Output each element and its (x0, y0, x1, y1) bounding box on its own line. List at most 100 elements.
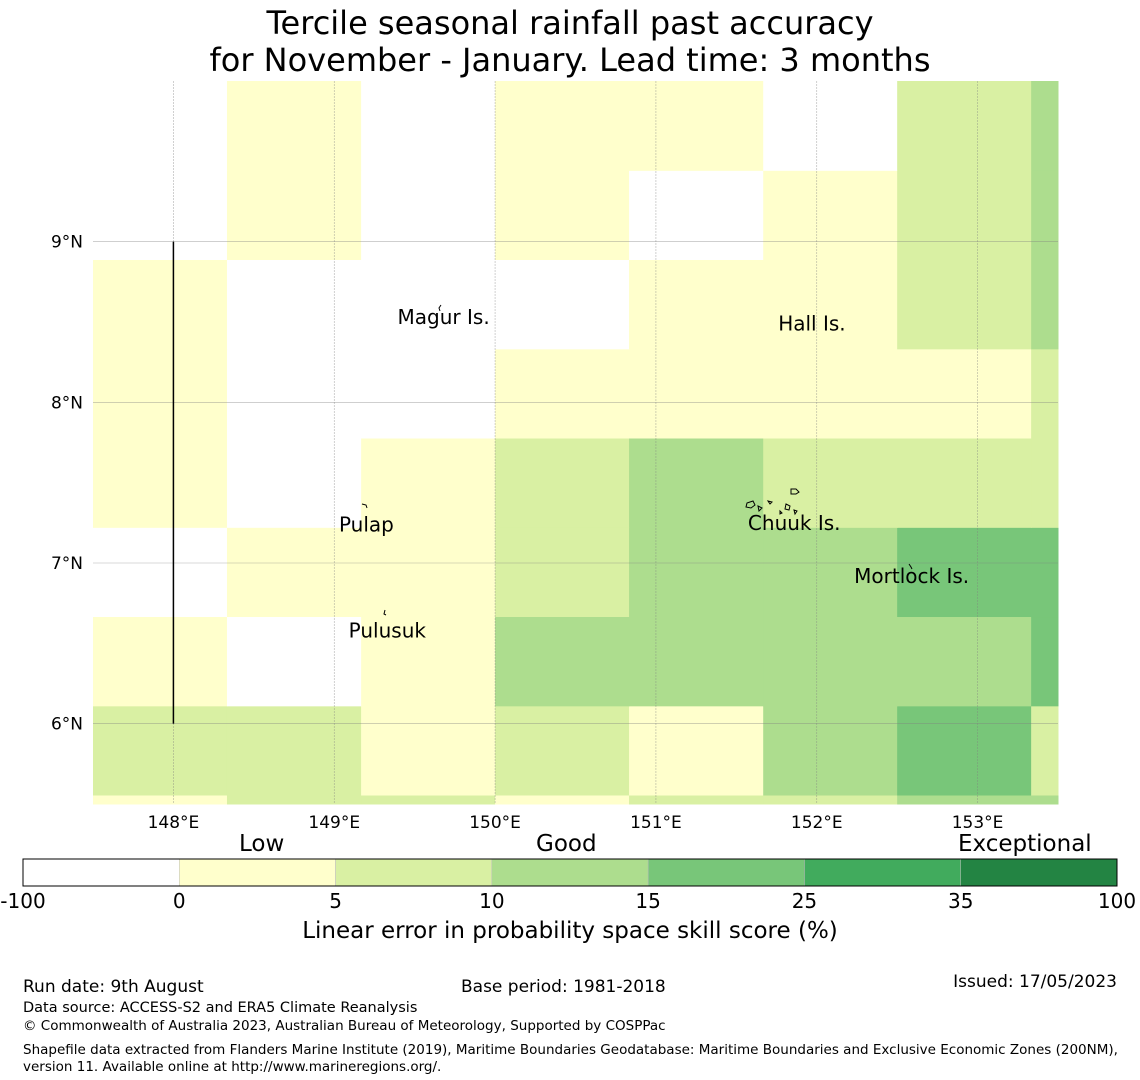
skill-cell (226, 259, 362, 350)
colorbar-tick-label: 10 (479, 889, 504, 913)
colorbar-tick-label: 5 (329, 889, 342, 913)
place-labels: Magur Is. Hall Is. Pulap Chuuk Is. Mortl… (339, 305, 969, 642)
skill-cell (629, 438, 764, 528)
skill-cell (897, 170, 1032, 261)
skill-cell (897, 616, 1032, 707)
colorbar-segments (22, 858, 1118, 887)
skill-cell (629, 795, 764, 805)
skill-cell (897, 527, 1032, 618)
skill-cell (361, 705, 496, 796)
skill-cell (361, 170, 496, 261)
skill-cell (495, 259, 630, 350)
longitude-tick-label: 152°E (791, 813, 843, 833)
skill-cell (1031, 170, 1059, 261)
skill-cell (226, 438, 362, 528)
shapefile-credit: Shapefile data extracted from Flanders M… (23, 1042, 1118, 1075)
skill-cell (361, 348, 496, 439)
skill-cell (226, 170, 362, 261)
skill-cell (763, 438, 898, 528)
copyright: © Commonwealth of Australia 2023, Austra… (23, 1018, 666, 1034)
skill-cell (897, 259, 1032, 350)
skill-cell (226, 527, 362, 618)
skill-cell (226, 705, 362, 796)
colorbar-category-good: Good (536, 831, 597, 857)
colorbar-segment (491, 858, 649, 887)
skill-cell (361, 795, 496, 805)
latitude-tick-label: 9°N (51, 233, 83, 253)
skill-cell (495, 795, 630, 805)
skill-cell (629, 81, 764, 171)
skill-cell (495, 170, 630, 261)
colorbar-category-exceptional: Exceptional (958, 831, 1092, 857)
longitude-tick-label: 151°E (630, 813, 682, 833)
skill-cell (361, 616, 496, 707)
skill-cell (361, 527, 496, 618)
skill-cell (93, 616, 228, 707)
longitude-labels: 148°E 149°E 150°E 151°E 152°E 153°E (148, 813, 1004, 833)
skill-cell (1031, 795, 1059, 805)
skill-cell (93, 348, 228, 439)
skill-cell (897, 795, 1032, 805)
skill-cell (897, 705, 1032, 796)
place-label: Pulap (339, 512, 394, 536)
skill-cell (226, 616, 362, 707)
skill-cell (897, 348, 1032, 439)
colorbar-tick-label: 35 (948, 889, 973, 913)
magur-island-outline (438, 304, 442, 312)
skill-cell (763, 348, 898, 439)
mortlock-island-outline (908, 563, 913, 570)
colorbar-label: Linear error in probability space skill … (302, 918, 838, 944)
longitude-tick-label: 148°E (148, 813, 200, 833)
graticule (93, 81, 1058, 804)
colorbar-segment (960, 858, 1118, 887)
skill-cell (763, 81, 898, 171)
skill-cell (1031, 438, 1059, 528)
skill-cell (763, 527, 898, 618)
skill-cell (361, 438, 496, 528)
place-label: Chuuk Is. (748, 511, 841, 535)
skill-cell (93, 81, 228, 171)
skill-cell (763, 170, 898, 261)
skill-cell (495, 81, 630, 171)
chuuk-island-outline (745, 488, 800, 516)
skill-cell (763, 705, 898, 796)
skill-cell (93, 259, 228, 350)
skill-cell (93, 170, 228, 261)
skill-cell (495, 348, 630, 439)
skill-cell (226, 81, 362, 171)
skill-cell (763, 259, 898, 350)
skill-cell (495, 705, 630, 796)
title-line-1: Tercile seasonal rainfall past accuracy (266, 4, 874, 42)
skill-cell (93, 527, 228, 618)
skill-cell (629, 705, 764, 796)
issued-date: Issued: 17/05/2023 (953, 972, 1117, 992)
colorbar-segment (22, 858, 180, 887)
skill-cell (629, 348, 764, 439)
place-label: Hall Is. (778, 312, 845, 336)
colorbar-tick-label: 15 (635, 889, 660, 913)
colorbar-segment (179, 858, 336, 887)
colorbar-tick-label: 0 (173, 889, 186, 913)
longitude-tick-label: 149°E (308, 813, 360, 833)
skill-cell (629, 259, 764, 350)
skill-cell (763, 616, 898, 707)
place-label: Pulusuk (349, 618, 427, 642)
colorbar-tick-label: 25 (792, 889, 817, 913)
skill-cell (897, 81, 1032, 171)
pulap-island-outline (361, 503, 368, 509)
island-outlines (361, 304, 913, 616)
data-source: Data source: ACCESS-S2 and ERA5 Climate … (23, 1000, 418, 1016)
skill-cell (1031, 348, 1059, 439)
skill-cell (763, 795, 898, 805)
skill-cell (1031, 616, 1059, 707)
latitude-tick-label: 8°N (51, 393, 83, 413)
latitude-labels: 6°N 7°N 8°N 9°N (51, 233, 83, 735)
skill-cell (495, 616, 630, 707)
colorbar-segment (335, 858, 493, 887)
skill-cell (629, 616, 764, 707)
skill-cell (226, 795, 362, 805)
skill-cell (897, 438, 1032, 528)
skill-cell (629, 170, 764, 261)
colorbar-category-low: Low (239, 831, 285, 857)
skill-cell (361, 81, 496, 171)
